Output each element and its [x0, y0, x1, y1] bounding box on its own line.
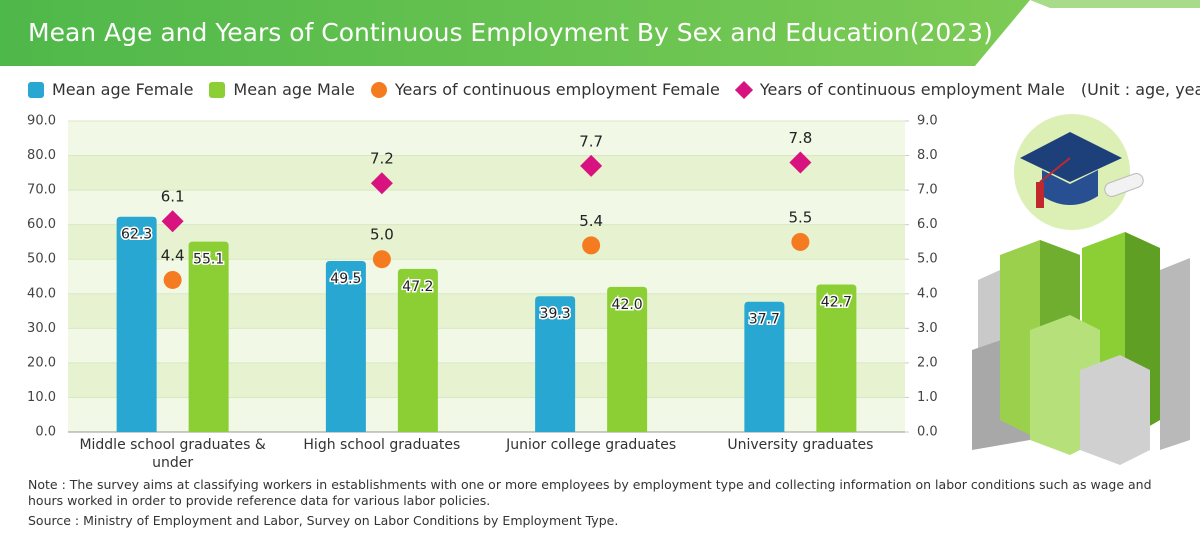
- y2-tick-label: 5.0: [917, 252, 938, 267]
- y-tick-label: 60.0: [27, 217, 56, 232]
- y-tick-label: 10.0: [27, 390, 56, 405]
- legend-label: Mean age Male: [233, 80, 355, 99]
- bar: [607, 286, 648, 432]
- point-circle: [791, 232, 810, 251]
- legend: Mean age Female Mean age Male Years of con…: [28, 80, 1200, 99]
- legend-swatch: [370, 81, 387, 98]
- bar-value-label: 37.7: [749, 312, 780, 328]
- legend-swatch: [209, 81, 226, 98]
- bar-value-label: 42.0: [612, 297, 643, 313]
- bar: [188, 241, 229, 432]
- x-tick-label: Junior college graduates: [506, 437, 677, 453]
- source: Source : Ministry of Employment and Labo…: [28, 513, 619, 528]
- y-tick-label: 40.0: [27, 286, 56, 301]
- x-tick-label: University graduates: [727, 437, 874, 453]
- bar: [325, 260, 366, 432]
- point-diamond: [161, 210, 184, 233]
- point-circle: [163, 270, 182, 289]
- y-tick-label: 70.0: [27, 183, 56, 198]
- y2-tick-label: 9.0: [917, 114, 938, 129]
- bar-value-label: 49.5: [330, 271, 361, 287]
- point-diamond: [370, 172, 393, 195]
- y2-tick-label: 0.0: [917, 425, 938, 440]
- legend-label: Years of continuous employment Female: [394, 80, 720, 99]
- legend-label: Mean age Female: [52, 80, 194, 99]
- y-tick-label: 50.0: [27, 252, 56, 267]
- header-accent: [1030, 0, 1200, 8]
- point-diamond: [789, 151, 812, 174]
- point-diamond: [580, 154, 603, 177]
- point-value-label: 7.8: [788, 129, 812, 147]
- x-tick-label: High school graduates: [303, 437, 461, 453]
- bar-value-label: 39.3: [540, 306, 571, 322]
- legend-swatch: [28, 81, 44, 98]
- legend-item: Years of continuous employment Female: [370, 80, 720, 99]
- bar-value-label: 62.3: [121, 227, 152, 243]
- x-tick-label: Middle school graduates & under: [79, 437, 266, 471]
- point-value-label: 6.1: [161, 188, 185, 206]
- bar: [397, 268, 438, 432]
- y2-tick-label: 7.0: [917, 183, 938, 198]
- y-tick-label: 30.0: [27, 321, 56, 336]
- y2-tick-label: 8.0: [917, 148, 938, 163]
- legend-item: Mean age Female: [28, 80, 193, 99]
- y-tick-label: 20.0: [27, 355, 56, 370]
- legend-label: Years of continuous employment Male: [759, 80, 1065, 99]
- y2-tick-label: 6.0: [917, 217, 938, 232]
- bar: [116, 216, 157, 432]
- point-circle: [582, 236, 601, 255]
- point-value-label: 5.4: [579, 212, 603, 230]
- header-banner: [0, 0, 1030, 66]
- y-tick-label: 0.0: [35, 425, 56, 440]
- bar-value-label: 42.7: [821, 294, 852, 310]
- point-value-label: 4.4: [161, 246, 185, 264]
- y2-tick-label: 4.0: [917, 286, 938, 301]
- point-value-label: 7.7: [579, 132, 603, 150]
- bar: [744, 301, 785, 432]
- chart-title: Mean Age and Years of Continuous Employm…: [28, 18, 993, 47]
- y-tick-label: 90.0: [27, 114, 56, 129]
- y2-tick-label: 1.0: [917, 390, 938, 405]
- point-value-label: 5.0: [370, 226, 394, 244]
- bar: [816, 284, 857, 432]
- unit-label: (Unit : age, year): [1080, 80, 1200, 99]
- bar-value-label: 47.2: [402, 279, 433, 295]
- point-value-label: 7.2: [370, 150, 394, 168]
- legend-swatch: [734, 80, 753, 99]
- y2-tick-label: 2.0: [917, 355, 938, 370]
- illustration: [972, 114, 1190, 465]
- grid-band: [68, 155, 905, 191]
- y-tick-label: 80.0: [27, 148, 56, 163]
- note: Note : The survey aims at classifying wo…: [28, 477, 1152, 508]
- bar: [535, 296, 576, 432]
- bar-value-label: 55.1: [193, 252, 224, 268]
- legend-item: Years of continuous employment Male: [734, 80, 1065, 99]
- y2-tick-label: 3.0: [917, 321, 938, 336]
- legend-item: Mean age Male: [209, 80, 355, 99]
- point-circle: [372, 250, 391, 269]
- plot-area: 0.0 10.0 20.0 30.0 40.0 50.0 60.0 70.0 80.0 90.0 0…: [27, 114, 938, 440]
- point-value-label: 5.5: [788, 208, 812, 226]
